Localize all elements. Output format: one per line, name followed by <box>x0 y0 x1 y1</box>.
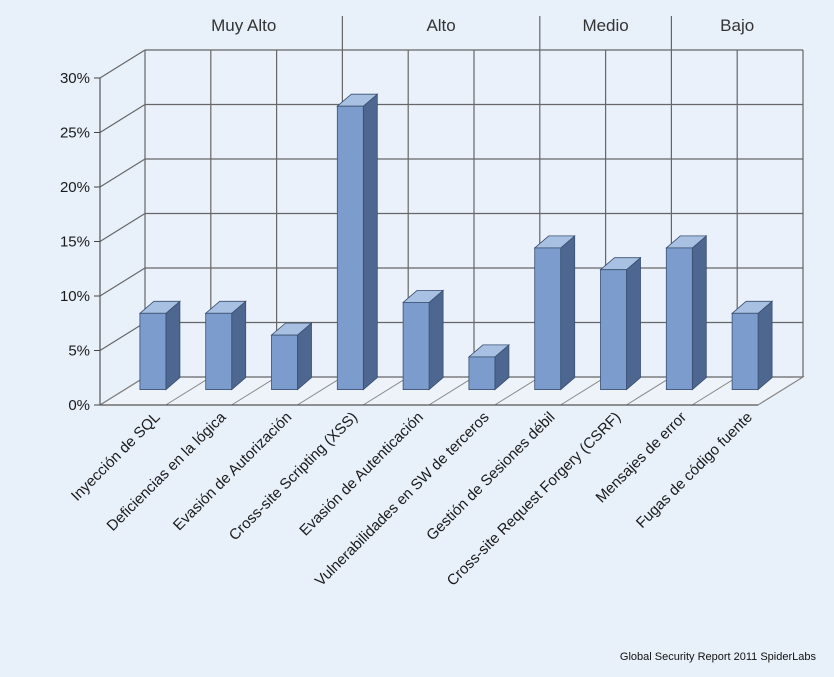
bar-side <box>560 235 576 391</box>
group-label: Bajo <box>720 16 754 35</box>
bar <box>534 247 562 390</box>
bar-side <box>691 235 707 391</box>
bar <box>665 247 693 390</box>
y-tick-label: 25% <box>60 125 90 142</box>
bar-side <box>428 289 444 391</box>
bar <box>402 301 430 390</box>
category-label: Evasión de Autorización <box>170 409 295 534</box>
bar-side <box>165 300 181 391</box>
source-note: Global Security Report 2011 SpiderLabs <box>619 651 816 663</box>
bar <box>205 312 233 390</box>
floor-grid-line <box>165 376 212 406</box>
bar-side <box>757 300 773 391</box>
bar <box>731 312 759 390</box>
bar-side <box>231 300 247 391</box>
bar <box>139 312 167 390</box>
floor-grid-line <box>560 376 606 406</box>
y-tick-label: 30% <box>60 70 90 87</box>
group-label: Muy Alto <box>211 16 276 35</box>
floor-grid-line <box>626 376 672 406</box>
floor-grid-line <box>494 376 541 406</box>
y-tick-label: 0% <box>68 397 90 414</box>
grid-line-side <box>99 49 146 79</box>
category-label: Deficiencias en la lógica <box>104 408 230 534</box>
floor-grid-line <box>362 376 409 406</box>
y-tick-label: 15% <box>60 234 90 251</box>
bar <box>271 334 298 391</box>
category-label: Evasión de Autenticación <box>296 409 427 540</box>
grid-line-side <box>99 267 146 297</box>
bar <box>336 105 364 390</box>
floor-grid-line <box>691 376 738 406</box>
floor-grid-line <box>297 376 343 406</box>
category-label: Fugas de código fuente <box>633 409 756 532</box>
floor-grid-line <box>757 376 804 406</box>
category-label: Cross-site Scripting (XSS) <box>226 409 361 544</box>
y-tick-label: 20% <box>60 179 90 196</box>
floor-grid-line <box>99 376 146 406</box>
bar-side <box>626 256 641 391</box>
grid-line-side <box>99 158 146 188</box>
category-label: Gestión de Sesiones débil <box>423 409 558 544</box>
y-tick-label: 10% <box>60 288 90 305</box>
grid-line-side <box>99 103 146 134</box>
floor-grid-line <box>428 376 475 406</box>
bar-side <box>362 93 378 391</box>
bar <box>468 356 496 390</box>
floor-grid-line <box>231 376 277 406</box>
grid-line-side <box>99 212 146 243</box>
grid-line-side <box>99 321 146 352</box>
group-label: Medio <box>582 16 628 35</box>
bar <box>600 269 627 391</box>
y-tick-label: 5% <box>68 343 90 360</box>
group-label: Alto <box>426 16 455 35</box>
